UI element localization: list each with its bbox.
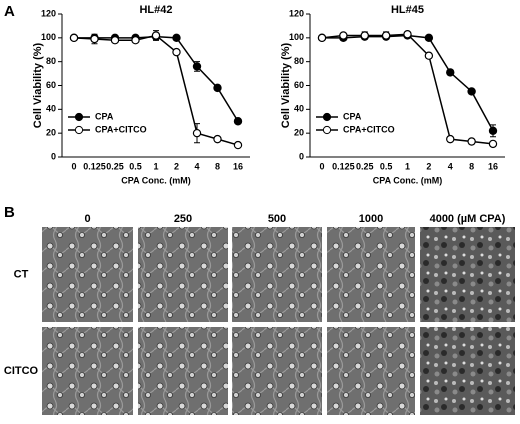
- x-tick-label: 0: [71, 161, 76, 171]
- x-tick-label: 16: [488, 161, 498, 171]
- marker: [424, 51, 434, 60]
- y-tick-label: 120: [41, 8, 56, 18]
- chart-title: HL#45: [391, 4, 424, 16]
- x-tick-label: 4: [448, 161, 453, 171]
- micrograph: [420, 227, 515, 322]
- x-tick-label: 1: [405, 161, 410, 171]
- marker: [192, 128, 202, 138]
- marker: [233, 117, 243, 126]
- marker: [213, 134, 222, 144]
- micrograph: [138, 227, 228, 322]
- x-axis-label: CPA Conc. (mM): [373, 175, 443, 185]
- marker: [467, 137, 476, 146]
- marker: [360, 31, 369, 40]
- x-tick-label: 8: [215, 161, 220, 171]
- panel-label: B: [4, 204, 15, 221]
- x-tick-label: 2: [174, 161, 179, 171]
- marker: [151, 31, 161, 40]
- x-tick-label: 0.25: [106, 161, 124, 171]
- marker: [488, 126, 498, 135]
- x-tick-label: 0.125: [83, 161, 106, 171]
- micrograph: [232, 327, 322, 415]
- y-tick-label: 100: [41, 32, 56, 42]
- legend-marker: [322, 125, 332, 135]
- marker: [110, 36, 120, 45]
- y-axis-label: Cell Viability (%): [280, 42, 292, 128]
- marker: [213, 83, 222, 93]
- marker: [69, 33, 79, 43]
- x-tick-label: 0.5: [129, 161, 142, 171]
- x-tick-label: 2: [426, 161, 431, 171]
- column-label: 500: [268, 213, 286, 225]
- y-tick-label: 80: [46, 56, 56, 66]
- marker: [172, 33, 181, 43]
- x-tick-label: 8: [469, 161, 474, 171]
- legend-label: CPA+CITCO: [95, 124, 147, 134]
- x-tick-label: 16: [233, 161, 243, 171]
- x-tick-label: 0.25: [356, 161, 374, 171]
- marker: [172, 47, 181, 57]
- marker: [403, 30, 412, 39]
- column-label: 4000 (µM CPA): [430, 213, 506, 225]
- y-axis-label: Cell Viability (%): [32, 42, 44, 128]
- marker: [381, 31, 391, 40]
- micrograph: [138, 327, 228, 415]
- legend-label: CPA: [343, 111, 362, 121]
- marker: [192, 62, 202, 71]
- y-tick-label: 60: [294, 80, 304, 90]
- legend-marker: [74, 125, 84, 135]
- micrograph: [232, 227, 322, 322]
- x-tick-label: 0.5: [380, 161, 393, 171]
- legend-label: CPA: [95, 111, 114, 121]
- row-label: CT: [14, 268, 29, 280]
- marker: [317, 33, 327, 43]
- marker: [446, 134, 455, 144]
- chart-title: HL#42: [139, 4, 172, 16]
- y-tick-label: 120: [289, 8, 304, 18]
- legend-marker: [322, 112, 332, 122]
- y-tick-label: 20: [294, 128, 304, 138]
- marker: [131, 36, 140, 45]
- row-label: CITCO: [4, 365, 39, 377]
- y-tick-label: 60: [46, 80, 56, 90]
- marker: [488, 139, 498, 149]
- y-tick-label: 40: [294, 104, 304, 114]
- micrograph: [327, 227, 415, 322]
- x-tick-label: 0: [319, 161, 324, 171]
- legend-label: CPA+CITCO: [343, 124, 395, 134]
- y-tick-label: 80: [294, 56, 304, 66]
- x-tick-label: 0.125: [332, 161, 355, 171]
- marker: [339, 31, 348, 40]
- y-tick-label: 0: [299, 151, 304, 161]
- legend-marker: [74, 112, 84, 122]
- marker: [233, 140, 243, 150]
- x-tick-label: 4: [194, 161, 199, 171]
- marker: [467, 87, 476, 96]
- x-axis-label: CPA Conc. (mM): [121, 175, 191, 185]
- marker: [446, 68, 455, 77]
- panel-label: A: [4, 3, 15, 20]
- series-line: [74, 35, 239, 122]
- column-label: 250: [174, 213, 192, 225]
- micrograph: [327, 327, 415, 415]
- marker: [90, 34, 99, 44]
- column-label: 0: [84, 213, 90, 225]
- micrograph: [42, 227, 133, 322]
- y-tick-label: 40: [46, 104, 56, 114]
- marker: [424, 33, 434, 43]
- y-tick-label: 20: [46, 128, 56, 138]
- x-tick-label: 1: [153, 161, 158, 171]
- y-tick-label: 100: [289, 32, 304, 42]
- micrograph: [420, 327, 515, 415]
- y-tick-label: 0: [51, 151, 56, 161]
- micrograph: [42, 327, 133, 415]
- column-label: 1000: [359, 213, 383, 225]
